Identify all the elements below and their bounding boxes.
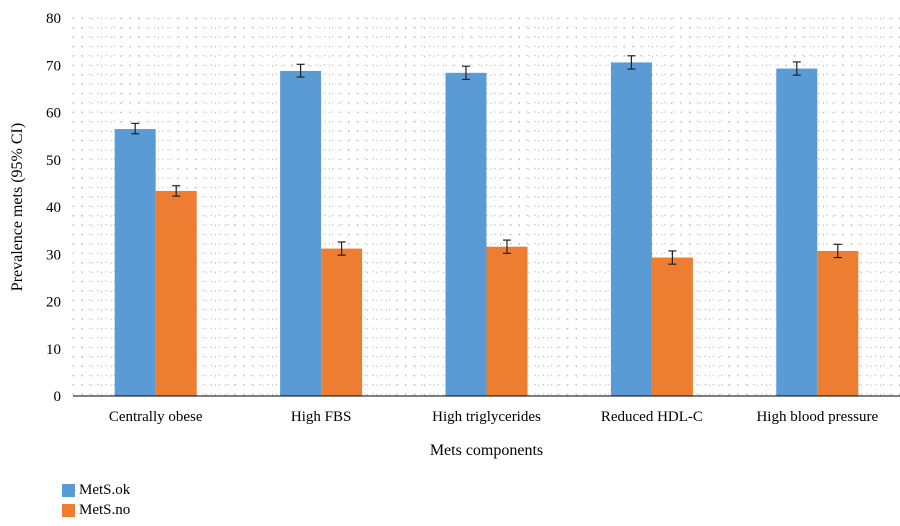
- y-tick-label: 70: [46, 58, 61, 74]
- bars-layer: [114, 62, 859, 397]
- bar-mets-ok-4: [776, 68, 818, 397]
- x-tick-label: High FBS: [291, 409, 351, 425]
- bar-mets-ok-1: [280, 70, 322, 397]
- bar-mets-no-0: [155, 190, 197, 396]
- x-tick-label: High blood pressure: [756, 409, 878, 425]
- error-bar: [503, 239, 511, 254]
- y-tick-label: 0: [54, 389, 62, 405]
- error-bar: [296, 63, 305, 78]
- x-tick-label: Centrally obese: [109, 409, 203, 425]
- bar-chart: 0 10 20 30 40 50 60 70 80 Centrally obese High FB…: [9, 11, 900, 459]
- bar-mets-ok-0: [114, 129, 156, 396]
- x-tick-label: Reduced HDL-C: [601, 409, 703, 425]
- x-tick-label: High triglycerides: [432, 409, 541, 425]
- y-tick-label: 20: [46, 295, 61, 311]
- legend: MetS.ok MetS.no: [62, 480, 130, 520]
- y-axis-ticks: 0 10 20 30 40 50 60 70 80: [46, 11, 61, 405]
- y-tick-label: 60: [46, 106, 61, 122]
- x-axis-ticks: Centrally obese High FBS High triglyceride…: [109, 409, 879, 425]
- error-bar: [172, 185, 181, 197]
- error-bar: [131, 122, 140, 135]
- y-axis-title: Prevalence mets (95% CI): [9, 123, 26, 291]
- y-tick-label: 80: [46, 11, 61, 27]
- error-bar: [792, 61, 801, 76]
- error-bar: [627, 55, 636, 70]
- legend-item-mets-no: MetS.no: [62, 500, 130, 520]
- bar-mets-ok-3: [610, 62, 652, 396]
- legend-swatch-mets-no: [62, 503, 75, 517]
- legend-swatch-mets-ok: [62, 483, 75, 497]
- error-bar: [462, 65, 470, 81]
- y-tick-label: 40: [46, 200, 61, 216]
- x-axis-title: Mets components: [430, 442, 543, 459]
- legend-label-mets-no: MetS.no: [79, 501, 131, 518]
- y-tick-label: 10: [46, 342, 61, 358]
- bar-mets-no-3: [651, 257, 693, 396]
- bar-mets-ok-2: [445, 72, 487, 396]
- legend-label-mets-ok: MetS.ok: [79, 481, 131, 498]
- error-bar: [833, 243, 842, 259]
- bar-mets-no-2: [486, 246, 528, 396]
- legend-item-mets-ok: MetS.ok: [62, 480, 130, 500]
- bar-mets-no-4: [817, 250, 859, 396]
- y-tick-label: 50: [46, 153, 61, 169]
- error-bars-layer: [131, 55, 842, 265]
- y-tick-label: 30: [46, 247, 61, 263]
- bar-mets-no-1: [321, 248, 363, 396]
- error-bar: [337, 241, 346, 256]
- error-bar: [668, 250, 677, 265]
